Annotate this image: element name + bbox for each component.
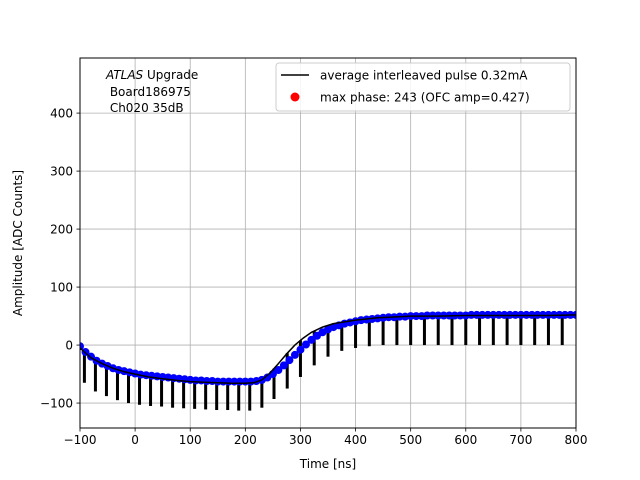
x-tick-label: 700 [509,433,532,447]
y-tick-label: 100 [50,280,73,294]
legend-label-max-phase: max phase: 243 (OFC amp=0.427) [320,91,530,105]
y-tick-label: 0 [65,338,73,352]
data-point [307,335,316,344]
annotation-line2: Board186975 [106,85,191,99]
annotation-atlas: ATLAS [105,68,144,82]
y-tick-label: 400 [50,106,73,120]
legend-marker-swatch [290,92,300,102]
pulse-spikes [82,315,564,411]
x-tick-label: 0 [131,433,139,447]
plot-frame [79,57,577,429]
legend-label-average: average interleaved pulse 0.32mA [320,69,528,83]
y-tick-label: 200 [50,222,73,236]
annotation-line3: Ch020 35dB [106,101,184,115]
x-tick-label: 200 [234,433,257,447]
x-tick-label: −100 [64,433,97,447]
legend-box [275,62,571,112]
data-point [279,361,288,370]
data-point [285,356,294,365]
annotation-line1: ATLAS Upgrade [105,68,198,82]
x-tick-label: 300 [289,433,312,447]
y-tick-label: −100 [40,396,73,410]
data-point [290,350,299,359]
legend: average interleaved pulse 0.32mA max pha… [275,62,571,112]
data-point [301,340,310,349]
average-pulse-line [80,314,576,385]
data-point [274,366,283,375]
x-axis-label: Time [ns] [299,457,356,471]
plot-area [80,58,576,428]
x-tick-label: 800 [565,433,588,447]
x-tick-label: 100 [179,433,202,447]
y-axis-label: Amplitude [ADC Counts] [11,170,25,316]
x-tick-label: 600 [454,433,477,447]
y-tick-label: 300 [50,164,73,178]
annotation-upgrade: Upgrade [143,68,198,82]
data-point [296,345,305,354]
x-tick-label: 400 [344,433,367,447]
marker-series [80,310,576,386]
x-tick-label: 500 [399,433,422,447]
atlas-annotation: ATLAS Upgrade Board186975 Ch020 35dB [105,68,198,115]
axis-ticks: −100 0 100 200 300 400 500 600 700 800 −100 0 100 200… [40,106,587,447]
